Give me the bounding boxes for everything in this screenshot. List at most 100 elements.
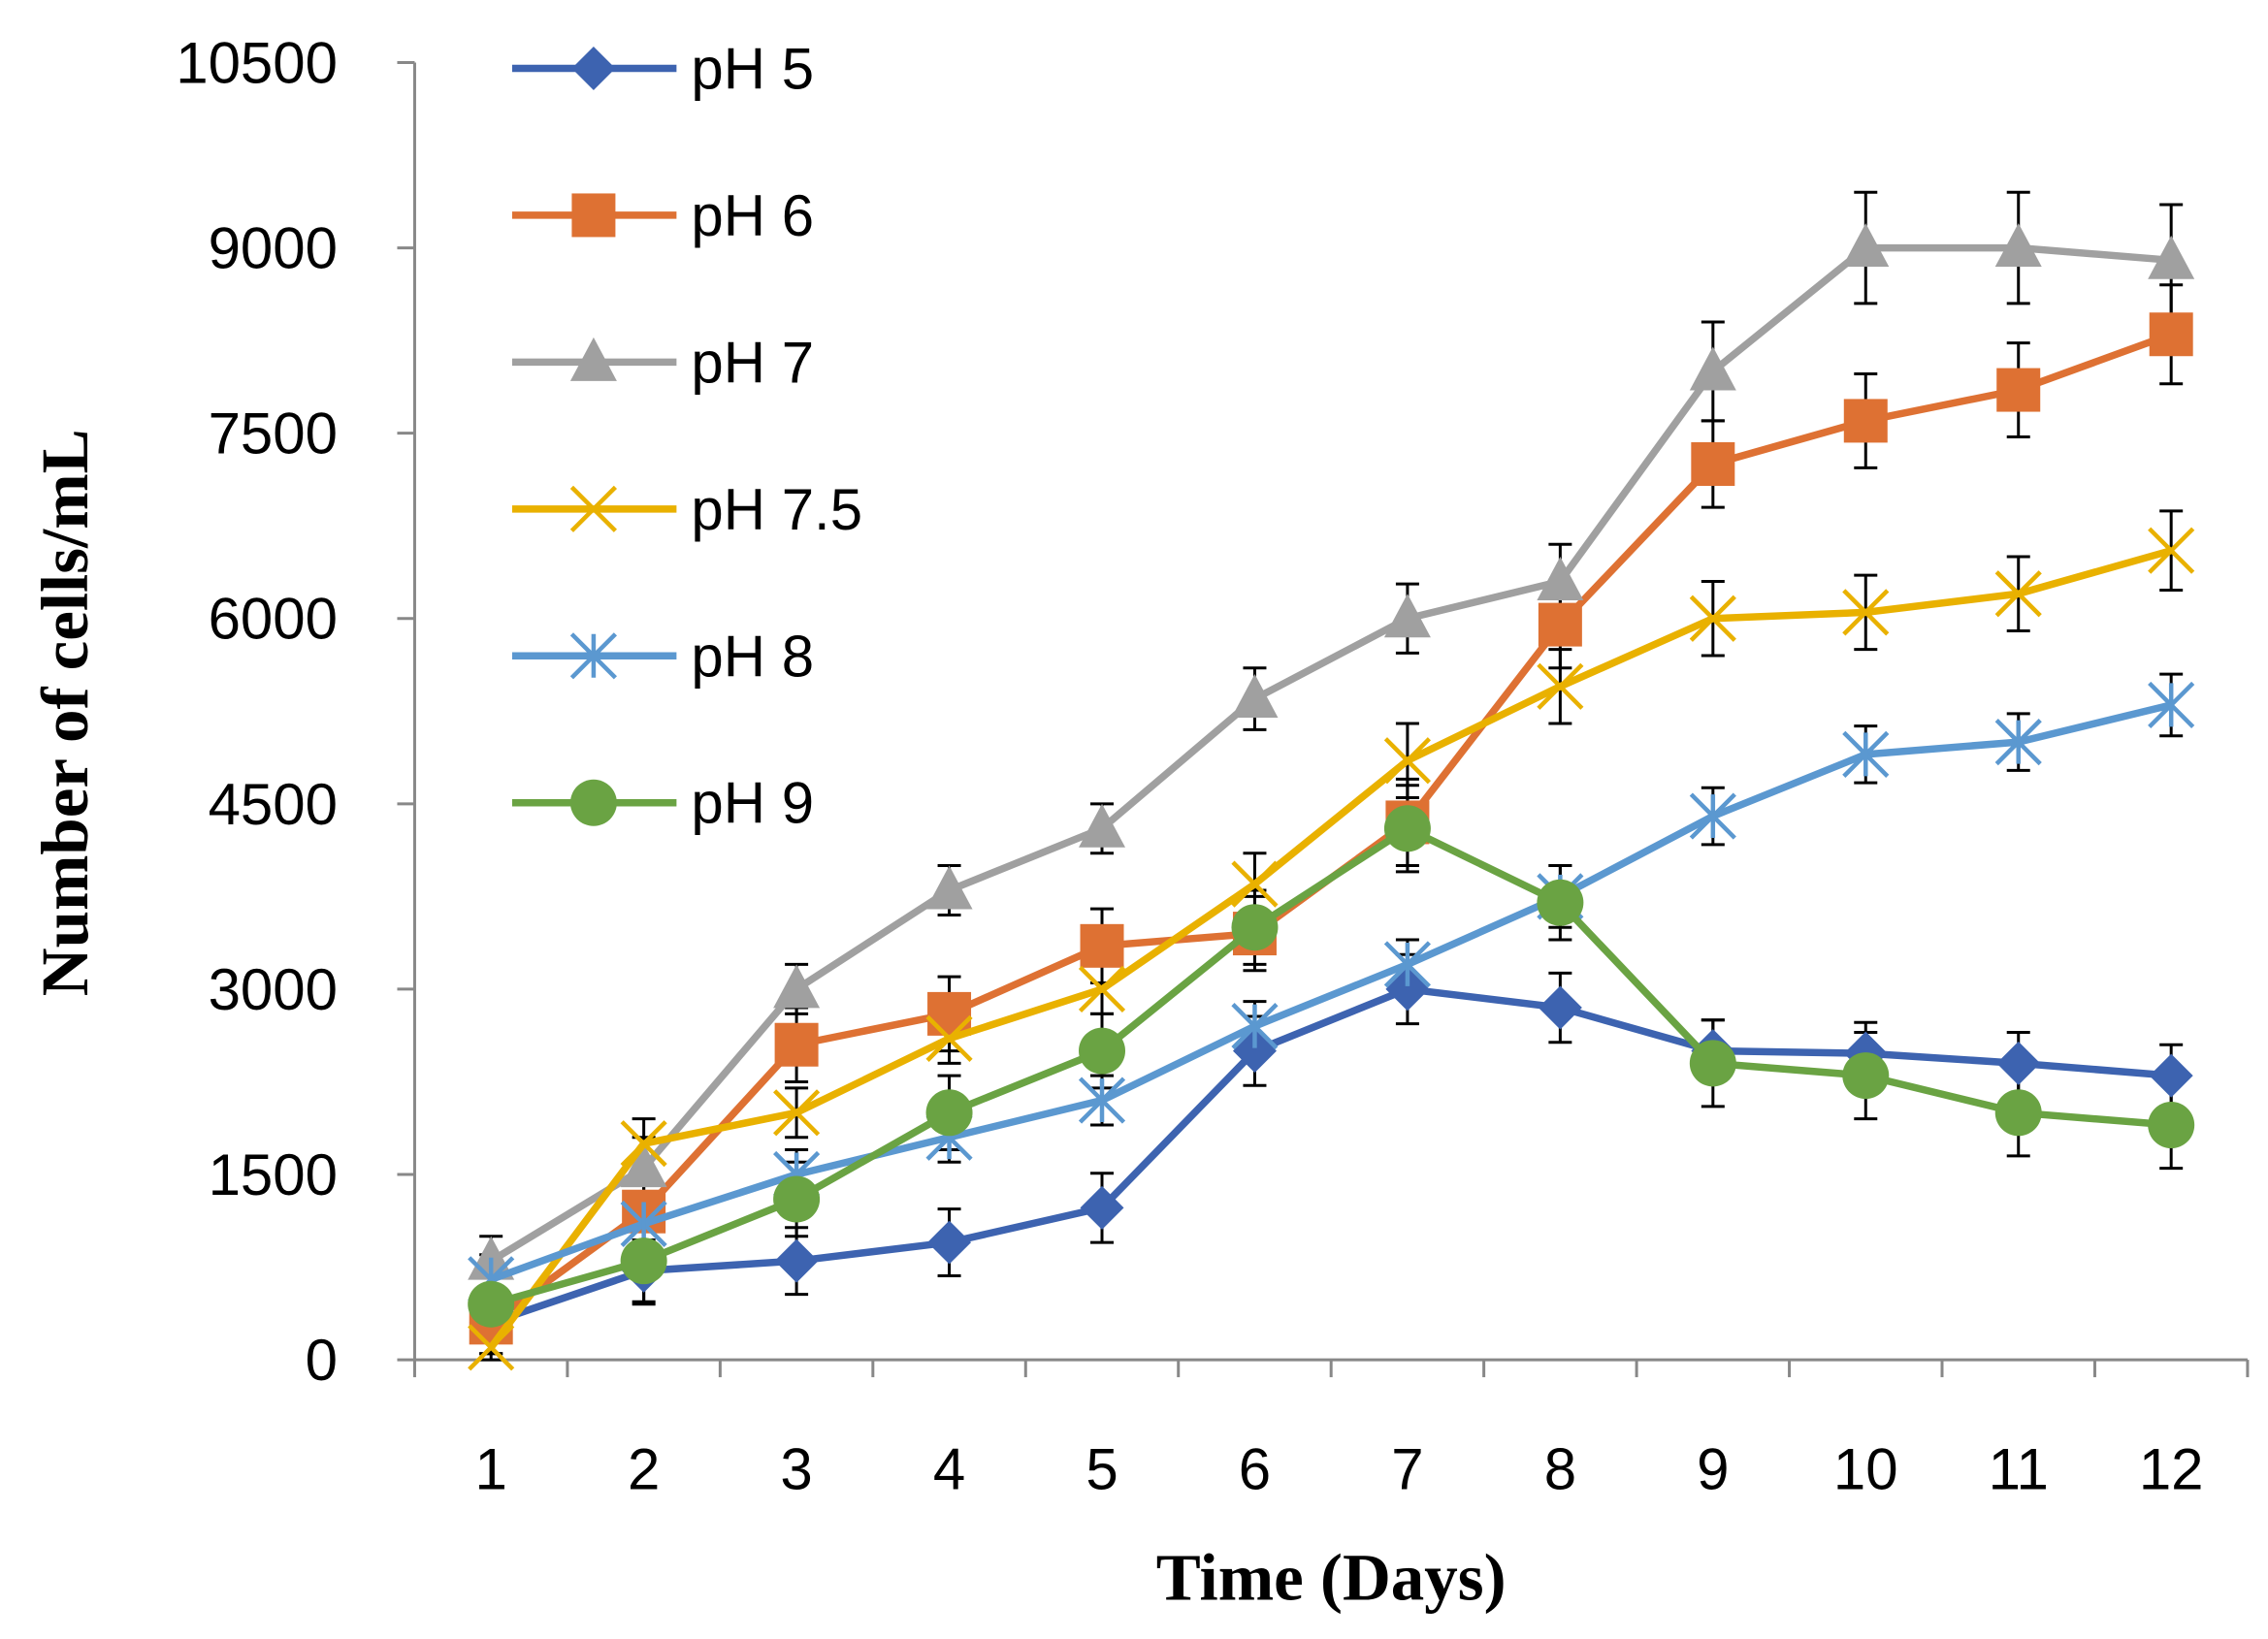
x-tick-label: 7 — [1391, 1437, 1423, 1502]
data-point — [1994, 223, 2042, 268]
legend-label: pH 7.5 — [691, 477, 862, 542]
y-tick-label: 6000 — [209, 587, 338, 652]
data-point — [620, 1143, 667, 1188]
y-tick-label: 1500 — [209, 1142, 338, 1207]
series-group — [468, 190, 2195, 1371]
data-point — [1842, 1052, 1890, 1100]
data-point — [1843, 399, 1888, 443]
series-line — [490, 824, 2172, 1308]
data-point — [927, 1220, 972, 1265]
data-point — [2148, 235, 2195, 279]
series-line — [489, 985, 2172, 1327]
marker-stroke — [1078, 965, 1126, 1012]
data-point — [1994, 719, 2042, 766]
legend-marker — [569, 779, 617, 826]
data-point — [773, 964, 821, 1009]
legend-item: pH 7 — [511, 330, 814, 395]
series-ph-7-5 — [468, 527, 2195, 1371]
data-point — [468, 1324, 515, 1371]
data-point — [1080, 923, 1124, 968]
series-line — [489, 243, 2172, 1265]
y-axis-title: Number of cells/mL — [28, 429, 102, 996]
marker-stroke — [569, 485, 617, 532]
data-point — [1994, 570, 2042, 618]
marker-stroke — [1231, 860, 1279, 908]
legend-marker — [569, 337, 617, 381]
data-point — [1383, 941, 1432, 988]
x-tick-label: 3 — [780, 1437, 812, 1502]
data-point — [925, 1089, 973, 1137]
data-point — [1078, 1077, 1126, 1124]
marker-stroke — [1842, 589, 1890, 636]
y-tick-labels: 0 1500 3000 4500 6000 7500 9000 10500 — [176, 30, 338, 1393]
data-point — [1842, 589, 1890, 636]
x-tick-labels: 1 2 3 4 5 6 7 8 9 10 11 12 — [475, 1437, 2204, 1502]
data-point — [1537, 557, 1584, 601]
legend-item: pH 7.5 — [511, 477, 862, 542]
data-point — [1537, 662, 1584, 710]
data-point — [1691, 442, 1735, 486]
data-point — [1842, 730, 1890, 778]
legend-marker — [569, 632, 617, 680]
data-point — [620, 1237, 667, 1285]
axes — [397, 60, 2250, 1378]
legend-marker — [571, 193, 616, 238]
data-point — [1689, 1040, 1736, 1087]
legend-label: pH 8 — [691, 624, 814, 689]
marker-stroke — [2148, 527, 2195, 574]
x-tick-label: 11 — [1989, 1437, 2049, 1502]
data-point — [1842, 223, 1890, 268]
data-point — [1383, 737, 1432, 785]
legend-label: pH 5 — [691, 36, 814, 101]
data-point — [468, 1280, 515, 1328]
data-point — [1231, 1003, 1279, 1050]
series-ph-5 — [469, 967, 2193, 1345]
data-point — [925, 865, 973, 910]
legend-label: pH 9 — [691, 771, 814, 836]
data-point — [773, 1089, 821, 1137]
legend-label: pH 7 — [691, 330, 814, 395]
data-point — [1689, 595, 1736, 642]
data-point — [1383, 594, 1431, 638]
marker-stroke — [1383, 737, 1432, 785]
data-point — [774, 1238, 819, 1283]
x-tick-label: 1 — [475, 1437, 507, 1502]
x-tick-label: 2 — [628, 1437, 660, 1502]
legend-marker — [571, 46, 616, 90]
marker-stroke — [1689, 595, 1736, 642]
x-tick-label: 8 — [1544, 1437, 1576, 1502]
legend-item: pH 5 — [511, 36, 814, 101]
y-tick-label: 0 — [306, 1328, 338, 1393]
data-point — [2149, 312, 2193, 357]
y-tick-label: 9000 — [209, 216, 338, 281]
data-point — [2148, 1102, 2195, 1149]
data-point — [1080, 1185, 1124, 1230]
data-point — [1689, 346, 1736, 391]
data-point — [1996, 1041, 2041, 1085]
legend: pH 5 pH 6 pH 7 pH 7.5 pH 8 pH 9 — [511, 36, 862, 836]
data-point — [1689, 792, 1736, 840]
y-tick-label: 3000 — [209, 957, 338, 1022]
data-point — [1383, 805, 1431, 852]
y-tick-label: 7500 — [209, 402, 338, 466]
data-point — [2149, 1053, 2193, 1098]
data-point — [1538, 602, 1582, 647]
series-ph-8 — [468, 681, 2195, 1303]
x-tick-label: 5 — [1085, 1437, 1118, 1502]
legend-marker — [569, 485, 617, 532]
data-point — [1994, 1089, 2042, 1137]
legend-item: pH 6 — [511, 183, 814, 248]
series-line — [488, 547, 2173, 1350]
data-point — [1231, 860, 1279, 908]
x-tick-label: 12 — [2139, 1437, 2204, 1502]
marker-stroke — [1994, 570, 2042, 618]
y-tick-label: 10500 — [176, 30, 338, 95]
data-point — [2148, 527, 2195, 574]
legend-label: pH 6 — [691, 183, 814, 248]
data-point — [1079, 803, 1126, 848]
x-tick-label: 4 — [933, 1437, 965, 1502]
data-point — [927, 991, 972, 1036]
legend-item: pH 8 — [511, 624, 814, 689]
data-point — [1996, 368, 2041, 412]
marker-stroke — [925, 1014, 973, 1062]
